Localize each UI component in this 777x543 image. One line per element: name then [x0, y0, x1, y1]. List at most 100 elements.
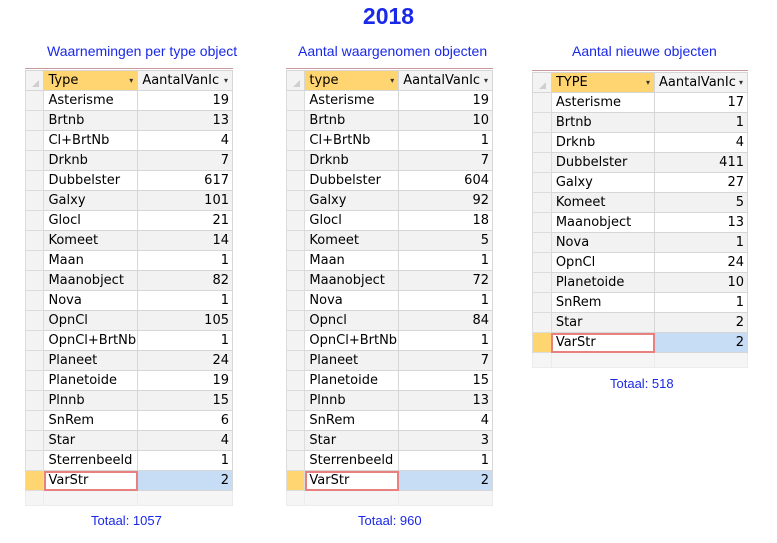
count-cell[interactable]: 1	[137, 330, 233, 351]
table-row[interactable]: OpnCl 105	[24, 310, 233, 331]
table-row[interactable]: Maanobject 13	[532, 212, 748, 233]
table-row[interactable]: Maanobject 72	[285, 270, 493, 291]
record-selector[interactable]	[24, 390, 45, 411]
type-cell[interactable]: Maanobject	[304, 270, 400, 291]
record-selector[interactable]	[285, 190, 306, 211]
count-cell[interactable]: 13	[654, 212, 748, 233]
table-row[interactable]: Sterrenbeeld 1	[24, 450, 233, 471]
count-cell[interactable]: 10	[398, 110, 493, 131]
record-selector[interactable]	[532, 212, 552, 233]
table-row[interactable]: Planetoide 10	[532, 272, 748, 293]
record-selector[interactable]	[532, 112, 552, 133]
record-selector[interactable]	[285, 150, 306, 171]
count-cell[interactable]: 21	[137, 210, 233, 231]
type-cell[interactable]: Nova	[43, 290, 139, 311]
type-cell[interactable]: OpnCl	[550, 252, 656, 273]
count-cell[interactable]: 1	[137, 250, 233, 271]
record-selector[interactable]	[532, 252, 552, 273]
table-row[interactable]: Star 3	[285, 430, 493, 451]
record-selector[interactable]	[24, 290, 45, 311]
record-selector[interactable]	[532, 312, 552, 333]
count-column-header[interactable]: AantalVanIc ▾	[137, 70, 233, 91]
type-cell[interactable]: Planeet	[43, 350, 139, 371]
record-selector[interactable]	[24, 230, 45, 251]
table-row[interactable]: Plnnb 13	[285, 390, 493, 411]
type-column-header[interactable]: TYPE ▾	[550, 72, 656, 93]
sort-dropdown-icon[interactable]: ▾	[390, 76, 395, 85]
record-selector[interactable]	[285, 370, 306, 391]
type-cell[interactable]: Maan	[43, 250, 139, 271]
record-selector[interactable]	[532, 172, 552, 193]
record-selector[interactable]	[285, 410, 306, 431]
type-cell[interactable]: Cl+BrtNb	[304, 130, 400, 151]
count-cell[interactable]: 101	[137, 190, 233, 211]
table-row[interactable]: Brtnb 10	[285, 110, 493, 131]
type-cell[interactable]: Cl+BrtNb	[43, 130, 139, 151]
type-cell[interactable]: Drknb	[43, 150, 139, 171]
new-record-row[interactable]	[24, 490, 233, 506]
count-cell[interactable]: 13	[398, 390, 493, 411]
type-cell[interactable]: Brtnb	[43, 110, 139, 131]
count-cell[interactable]: 604	[398, 170, 493, 191]
select-all-corner[interactable]	[532, 72, 552, 93]
count-cell[interactable]: 14	[137, 230, 233, 251]
table-row[interactable]: Cl+BrtNb 1	[285, 130, 493, 151]
type-cell[interactable]: Galxy	[550, 172, 656, 193]
record-selector[interactable]	[532, 232, 552, 253]
record-selector[interactable]	[532, 152, 552, 173]
count-cell[interactable]: 1	[654, 292, 748, 313]
record-selector[interactable]	[532, 272, 552, 293]
count-cell[interactable]: 5	[654, 192, 748, 213]
type-cell[interactable]: Brtnb	[304, 110, 400, 131]
table-row[interactable]: Planeet 7	[285, 350, 493, 371]
type-cell[interactable]: Planetoide	[304, 370, 400, 391]
table-row[interactable]: Brtnb 1	[532, 112, 748, 133]
table-row[interactable]: Plnnb 15	[24, 390, 233, 411]
type-cell[interactable]: OpnCl	[43, 310, 139, 331]
record-selector[interactable]	[24, 310, 45, 331]
record-selector[interactable]	[24, 430, 45, 451]
sort-dropdown-icon[interactable]: ▾	[738, 78, 743, 87]
record-selector[interactable]	[532, 332, 552, 353]
record-selector[interactable]	[532, 292, 552, 313]
table-row[interactable]: SnRem 1	[532, 292, 748, 313]
count-cell[interactable]: 1	[654, 112, 748, 133]
count-cell[interactable]: 1	[654, 232, 748, 253]
table-row[interactable]: Asterisme 19	[285, 90, 493, 111]
count-cell[interactable]: 72	[398, 270, 493, 291]
table-row[interactable]: OpnCl+BrtNb 1	[285, 330, 493, 351]
type-cell[interactable]: Maanobject	[43, 270, 139, 291]
type-cell[interactable]: Star	[304, 430, 400, 451]
record-selector[interactable]	[24, 210, 45, 231]
type-cell[interactable]: Asterisme	[43, 90, 139, 111]
count-column-header[interactable]: AantalVanIc ▾	[654, 72, 748, 93]
count-cell[interactable]: 1	[398, 290, 493, 311]
type-cell[interactable]: Planeet	[304, 350, 400, 371]
type-cell[interactable]: Galxy	[43, 190, 139, 211]
record-selector[interactable]	[285, 210, 306, 231]
table-row[interactable]: Galxy 101	[24, 190, 233, 211]
new-record-row[interactable]	[285, 490, 493, 506]
table-row[interactable]: Star 4	[24, 430, 233, 451]
count-cell[interactable]: 4	[137, 130, 233, 151]
type-cell[interactable]: Nova	[304, 290, 400, 311]
record-selector[interactable]	[24, 90, 45, 111]
record-selector[interactable]	[24, 410, 45, 431]
record-selector[interactable]	[532, 132, 552, 153]
table-row[interactable]: VarStr 2	[532, 332, 748, 353]
type-cell[interactable]: VarStr	[550, 332, 656, 353]
table-row[interactable]: Galxy 92	[285, 190, 493, 211]
count-cell[interactable]: 82	[137, 270, 233, 291]
table-row[interactable]: Asterisme 17	[532, 92, 748, 113]
table-row[interactable]: Komeet 5	[532, 192, 748, 213]
count-cell[interactable]: 5	[398, 230, 493, 251]
type-cell[interactable]: Komeet	[43, 230, 139, 251]
count-cell[interactable]: 4	[398, 410, 493, 431]
table-row[interactable]: Galxy 27	[532, 172, 748, 193]
record-selector[interactable]	[24, 150, 45, 171]
table-row[interactable]: OpnCl+BrtNb 1	[24, 330, 233, 351]
type-cell[interactable]: Galxy	[304, 190, 400, 211]
count-cell[interactable]: 2	[137, 470, 233, 491]
type-cell[interactable]: SnRem	[43, 410, 139, 431]
table-row[interactable]: Glocl 21	[24, 210, 233, 231]
